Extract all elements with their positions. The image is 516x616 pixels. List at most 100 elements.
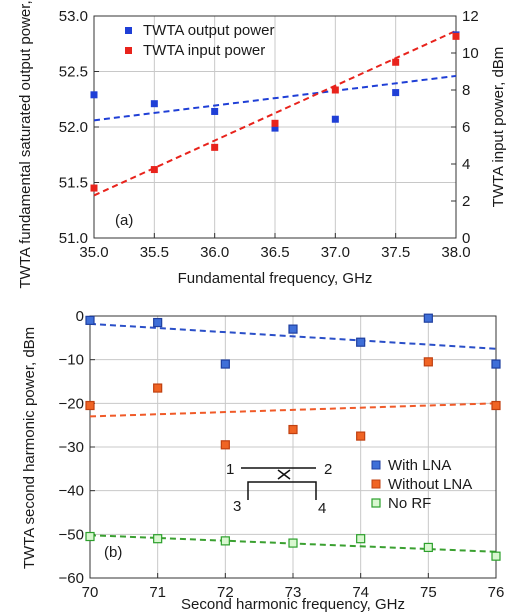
panel-b-legend: With LNA Without LNA No RF <box>371 457 472 512</box>
y-right-tick-label: 6 <box>462 119 470 136</box>
y-tick-label: −30 <box>59 439 84 456</box>
data-point-series-1 <box>423 357 433 367</box>
x-tick-label: 35.5 <box>140 244 169 261</box>
data-point-series-1 <box>85 400 95 411</box>
legend-label-no-rf: No RF <box>388 495 431 512</box>
data-point-input-power <box>452 32 460 40</box>
panel-a-y-right-axis-label: TWTA input power, dBm <box>490 47 507 208</box>
panel-b-data-points <box>85 313 501 561</box>
y-right-tick-label: 0 <box>462 230 470 247</box>
panel-b-x-axis-label: Second harmonic frequency, GHz <box>181 596 405 613</box>
panel-a-y-left-ticks: 51.0 51.5 52.0 52.5 53.0 <box>59 8 99 247</box>
panel-a-y-right-ticks: 0 2 4 6 8 10 12 <box>451 8 479 247</box>
data-point-series-2 <box>356 534 366 544</box>
coupler-schematic-icon <box>241 467 317 500</box>
coupler-coupled-line <box>247 481 317 500</box>
panel-a-x-axis-label: Fundamental frequency, GHz <box>178 270 373 287</box>
data-point-series-0 <box>85 315 95 325</box>
x-tick-label: 36.0 <box>200 244 229 261</box>
x-tick-label: 73 <box>285 584 302 601</box>
panel-b-y-ticks: 0 −10 −20 −30 −40 −50 −60 <box>59 308 95 587</box>
y-tick-label: −50 <box>59 526 84 543</box>
data-point-series-1 <box>153 383 163 393</box>
y-left-tick-label: 51.5 <box>59 175 88 192</box>
y-tick-label: −40 <box>59 483 84 500</box>
legend-swatch-with-lna <box>371 460 381 470</box>
x-tick-label: 70 <box>82 584 99 601</box>
coupler-port-4: 4 <box>318 500 326 517</box>
x-tick-label: 75 <box>420 584 437 601</box>
legend-swatch-without-lna <box>371 479 381 489</box>
legend-label-with-lna: With LNA <box>388 457 451 474</box>
coupler-port-3: 3 <box>233 498 241 515</box>
legend-swatch-input-power <box>125 47 132 54</box>
fit-line-series-1 <box>93 29 457 197</box>
y-left-tick-label: 52.5 <box>59 64 88 81</box>
legend-swatch-no-rf <box>371 498 381 508</box>
data-point-series-2 <box>85 531 95 542</box>
data-point-input-power <box>150 166 158 174</box>
data-point-series-0 <box>220 359 230 369</box>
data-point-series-0 <box>153 317 163 328</box>
panel-a-legend: TWTA output power TWTA input power <box>125 22 274 59</box>
y-left-tick-label: 51.0 <box>59 230 88 247</box>
data-point-output-power <box>331 115 339 123</box>
coupler-port-1: 1 <box>226 461 234 478</box>
data-point-series-1 <box>356 431 366 441</box>
y-tick-label: −60 <box>59 570 84 587</box>
data-point-output-power <box>150 100 158 108</box>
panel-a-label: (a) <box>115 212 133 229</box>
data-point-series-0 <box>423 313 433 323</box>
x-tick-label: 38.0 <box>441 244 470 261</box>
panel-a-fit-lines <box>93 29 457 197</box>
x-tick-label: 72 <box>217 584 234 601</box>
x-tick-label: 37.0 <box>321 244 350 261</box>
data-point-output-power <box>271 124 279 132</box>
data-point-input-power <box>211 143 219 151</box>
y-left-tick-label: 53.0 <box>59 8 88 25</box>
panel-b-y-axis-label: TWTA second harmonic power, dBm <box>21 327 38 569</box>
coupler-port-2: 2 <box>324 461 332 478</box>
data-point-series-1 <box>491 400 501 411</box>
x-tick-label: 76 <box>488 584 505 601</box>
data-point-series-2 <box>153 534 163 544</box>
y-tick-label: −20 <box>59 395 84 412</box>
data-point-input-power <box>331 86 339 94</box>
y-left-tick-label: 52.0 <box>59 119 88 136</box>
data-point-series-2 <box>423 542 433 553</box>
data-point-series-0 <box>491 359 501 369</box>
y-tick-label: 0 <box>76 308 84 325</box>
panel-a: 35.0 35.5 36.0 36.5 37.0 37.5 38.0 51.0 51.5 52.… <box>17 0 507 289</box>
data-point-input-power <box>90 184 98 192</box>
x-tick-label: 71 <box>149 584 166 601</box>
data-point-series-2 <box>491 551 501 561</box>
y-right-tick-label: 8 <box>462 82 470 99</box>
legend-swatch-output-power <box>125 27 132 34</box>
data-point-input-power <box>392 58 400 66</box>
data-point-output-power <box>392 89 400 97</box>
data-point-series-1 <box>220 440 230 450</box>
x-tick-label: 36.5 <box>260 244 289 261</box>
data-point-input-power <box>271 119 279 127</box>
x-tick-label: 74 <box>352 584 369 601</box>
x-tick-label: 35.0 <box>79 244 108 261</box>
data-point-series-1 <box>288 424 298 435</box>
panel-b: 70 71 72 73 74 75 76 0 −10 −20 −30 −40 −50 −60 1 2 3… <box>21 308 504 613</box>
data-point-series-0 <box>288 324 298 334</box>
y-right-tick-label: 2 <box>462 193 470 210</box>
legend-label-output-power: TWTA output power <box>143 22 274 39</box>
y-tick-label: −10 <box>59 352 84 369</box>
x-tick-label: 37.5 <box>381 244 410 261</box>
data-point-output-power <box>90 91 98 99</box>
data-point-series-2 <box>288 538 298 548</box>
fit-line-series-0 <box>89 322 497 350</box>
coupler-cross-line-b <box>277 469 291 480</box>
data-point-series-0 <box>356 337 366 347</box>
data-point-series-2 <box>220 536 230 546</box>
data-point-output-power <box>211 107 219 115</box>
panel-b-label: (b) <box>104 544 122 561</box>
panel-b-x-ticks: 70 71 72 73 74 75 76 <box>82 573 505 601</box>
panel-a-x-ticks: 35.0 35.5 36.0 36.5 37.0 37.5 38.0 <box>79 233 471 261</box>
y-right-tick-label: 10 <box>462 45 479 62</box>
